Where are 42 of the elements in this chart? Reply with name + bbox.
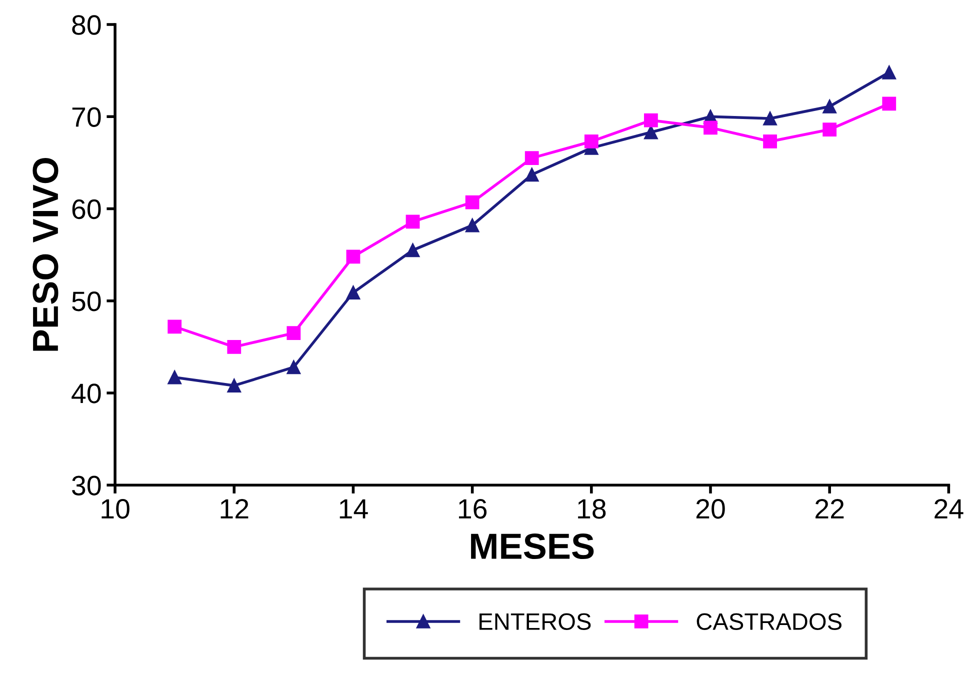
point (763, 112, 777, 126)
point (168, 320, 182, 334)
x-tick-label: 24 (934, 499, 964, 518)
y-tick-label: 60 (72, 199, 101, 220)
x-axis-title: MESES (471, 533, 594, 560)
legend-label: CASTRADOS (696, 613, 842, 630)
point (704, 120, 718, 135)
x-tick-label: 14 (340, 499, 368, 518)
point (822, 100, 837, 114)
point (644, 113, 658, 128)
point (227, 340, 242, 354)
y-tick-label: 80 (72, 15, 101, 35)
point (465, 195, 480, 210)
point (168, 370, 182, 384)
y-tick-label: 40 (72, 384, 101, 404)
y-tick-label: 50 (72, 292, 101, 312)
point (524, 151, 539, 166)
y-tick-label: 30 (72, 476, 101, 496)
point (465, 218, 480, 232)
point (406, 214, 420, 229)
point (406, 243, 420, 258)
x-tick-label: 10 (102, 499, 130, 519)
x-tick-label: 18 (578, 499, 606, 519)
point (227, 378, 242, 393)
x-tick-label: 22 (816, 499, 844, 518)
point (822, 122, 837, 136)
x-tick-label: 20 (696, 499, 725, 519)
point (644, 125, 658, 140)
point (286, 360, 301, 374)
point (882, 96, 896, 111)
point (346, 250, 360, 264)
y-tick-label: 70 (72, 107, 101, 127)
x-tick-label: 12 (220, 499, 248, 518)
legend-label: ENTEROS (480, 613, 591, 630)
point (763, 134, 777, 148)
point (584, 134, 598, 148)
y-axis-title: PESO VIVO (32, 158, 58, 351)
point (346, 286, 360, 300)
point (882, 65, 896, 80)
point (286, 326, 301, 340)
point (524, 168, 539, 182)
x-tick-label: 16 (458, 499, 487, 519)
